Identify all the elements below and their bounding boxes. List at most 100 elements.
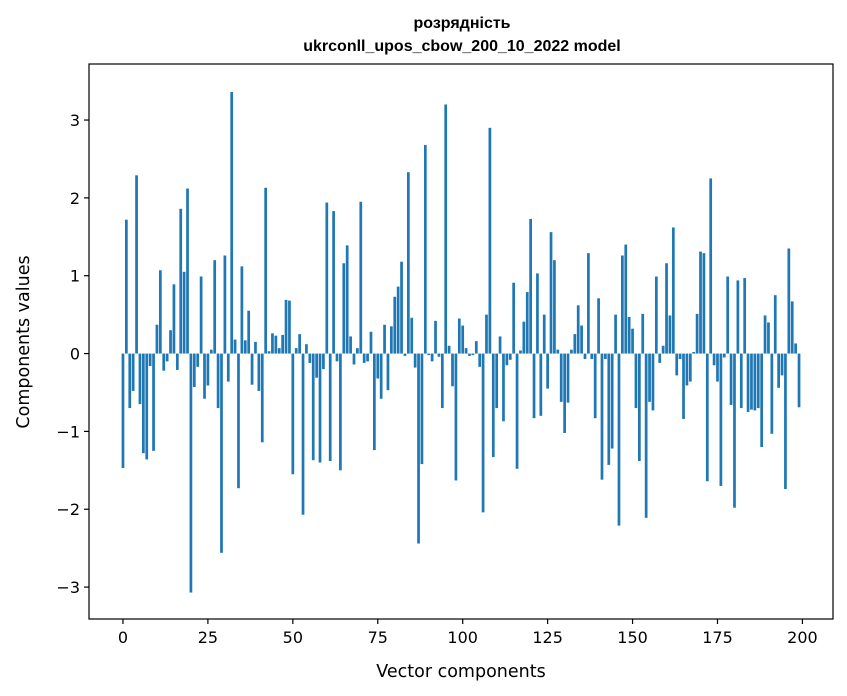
bar-7 (145, 353, 149, 460)
bar-12 (162, 353, 166, 371)
bar-141 (600, 353, 604, 480)
bar-51 (294, 348, 298, 354)
bar-3 (131, 353, 135, 391)
bar-125 (546, 353, 549, 389)
bar-120 (529, 218, 532, 354)
bar-23 (199, 276, 203, 354)
bar-175 (716, 353, 719, 382)
bar-118 (522, 321, 526, 354)
y-tick-label: −1 (56, 422, 80, 441)
bar-156 (651, 353, 655, 411)
bar-176 (719, 353, 723, 486)
bar-93 (437, 353, 441, 357)
bar-144 (610, 353, 614, 449)
bar-87 (417, 353, 420, 544)
bar-33 (233, 339, 237, 354)
bar-97 (451, 353, 454, 387)
bar-193 (777, 353, 780, 388)
bar-92 (434, 320, 437, 354)
bar-4 (135, 175, 138, 354)
bar-114 (508, 353, 512, 360)
bar-13 (165, 353, 169, 362)
bar-147 (621, 255, 624, 354)
bar-182 (739, 353, 743, 409)
bar-168 (692, 352, 696, 354)
x-tick-label: 0 (118, 628, 128, 647)
bar-165 (682, 353, 685, 419)
bar-73 (369, 331, 373, 354)
bar-109 (491, 353, 495, 458)
x-tick-label: 25 (198, 628, 218, 647)
bar-14 (169, 330, 172, 354)
bar-27 (213, 260, 217, 354)
bar-19 (186, 188, 189, 354)
bar-123 (539, 353, 543, 416)
bar-81 (396, 286, 400, 354)
bar-130 (563, 353, 566, 433)
bar-195 (784, 353, 787, 490)
bar-89 (423, 144, 427, 354)
bar-47 (281, 334, 284, 354)
bar-134 (576, 305, 580, 354)
bar-series (121, 92, 801, 593)
bar-20 (189, 353, 193, 593)
bar-149 (627, 316, 631, 354)
bar-135 (580, 325, 583, 354)
bar-119 (525, 292, 529, 354)
bar-18 (182, 271, 186, 354)
bar-103 (471, 353, 475, 356)
bar-29 (220, 353, 223, 553)
y-axis-label: Components values (14, 255, 34, 428)
bar-163 (675, 353, 679, 376)
bar-34 (237, 353, 240, 489)
bar-198 (794, 343, 797, 354)
bar-42 (264, 187, 268, 354)
x-axis-label: Vector components (376, 662, 545, 682)
bar-78 (386, 353, 390, 391)
bar-115 (512, 282, 516, 354)
bar-46 (277, 348, 281, 354)
chart-title-line1: розрядність (413, 15, 510, 32)
bar-148 (624, 244, 628, 354)
bar-6 (142, 353, 145, 454)
bar-94 (440, 353, 444, 409)
bar-164 (678, 353, 682, 360)
bar-196 (787, 248, 791, 354)
bar-179 (729, 353, 733, 405)
bar-30 (223, 255, 227, 354)
bar-105 (478, 353, 482, 367)
bar-189 (763, 315, 767, 354)
bar-80 (393, 296, 397, 354)
bar-166 (685, 353, 689, 386)
x-tick-label: 175 (702, 628, 733, 647)
bar-99 (457, 318, 461, 354)
bar-101 (464, 348, 468, 354)
bar-139 (593, 353, 597, 419)
bar-177 (722, 353, 726, 358)
bar-107 (485, 314, 488, 354)
bar-82 (400, 261, 403, 354)
bar-10 (155, 324, 159, 354)
bar-85 (410, 317, 414, 354)
bar-106 (481, 353, 485, 513)
y-tick-label: 1 (70, 267, 80, 286)
bar-137 (587, 253, 590, 354)
bar-2 (128, 353, 132, 409)
bar-66 (345, 245, 349, 354)
bar-25 (206, 353, 210, 386)
bar-121 (532, 353, 536, 419)
bar-57 (315, 353, 318, 378)
bar-83 (403, 353, 407, 356)
bar-64 (339, 353, 342, 471)
y-tick-label: 3 (70, 111, 80, 130)
bar-153 (641, 313, 645, 354)
bar-36 (243, 340, 247, 354)
bar-58 (318, 353, 322, 463)
bar-187 (756, 353, 760, 409)
bar-1 (125, 219, 128, 354)
bar-54 (305, 344, 308, 354)
bar-169 (695, 313, 699, 354)
bar-32 (230, 92, 234, 354)
bar-62 (332, 211, 335, 354)
